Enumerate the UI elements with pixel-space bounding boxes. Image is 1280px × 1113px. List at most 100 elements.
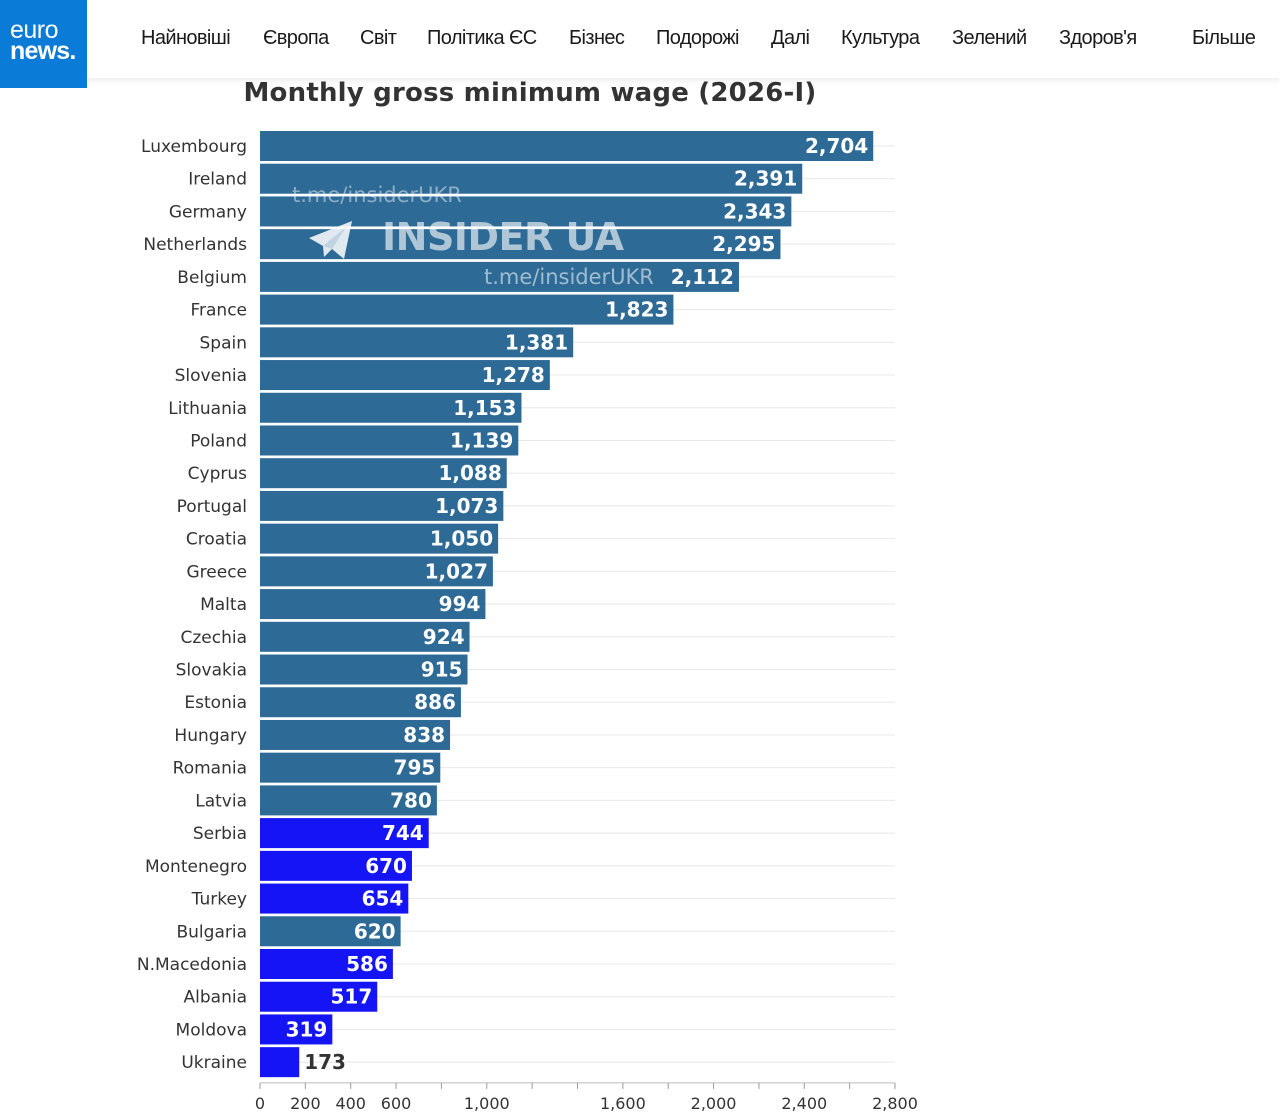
site-header: Найновіші Європа Світ Політика ЄС Бізнес Подо…	[0, 0, 1280, 78]
category-label: Ukraine	[181, 1053, 247, 1073]
bar-serbia	[260, 818, 429, 849]
category-label: Malta	[200, 595, 247, 615]
bar-bulgaria	[260, 916, 401, 947]
data-label: 1,823	[605, 298, 668, 322]
data-label: 915	[421, 658, 463, 682]
bar-slovenia	[260, 360, 550, 391]
data-label: 1,153	[453, 396, 516, 420]
category-label: Latvia	[195, 791, 247, 811]
bar-belgium	[260, 261, 739, 292]
data-label: 173	[304, 1050, 346, 1074]
category-label: Belgium	[177, 268, 247, 288]
category-label: Portugal	[177, 497, 247, 517]
data-label: 1,278	[482, 363, 545, 387]
bar-spain	[260, 327, 574, 358]
nav-item-9[interactable]: Зелений	[952, 27, 1027, 49]
bar-portugal	[260, 490, 504, 521]
category-label: Albania	[184, 988, 247, 1008]
data-label: 838	[403, 723, 445, 747]
bar-france	[260, 294, 674, 325]
category-label: Netherlands	[143, 235, 247, 255]
category-label: Luxembourg	[141, 137, 247, 157]
bar-greece	[260, 556, 493, 587]
category-label: Serbia	[193, 824, 247, 844]
nav-item-2[interactable]: Європа	[263, 27, 329, 49]
watermark-link-top: t.me/insiderUKR	[292, 183, 462, 207]
bar-romania	[260, 752, 441, 783]
chart-title: Monthly gross minimum wage (2026-I)	[243, 78, 817, 108]
bar-ukraine	[260, 1047, 300, 1078]
nav-item-11[interactable]: Більше	[1192, 27, 1256, 49]
category-label: Spain	[200, 333, 248, 353]
data-label: 1,050	[430, 527, 493, 551]
bar-montenegro	[260, 850, 412, 881]
bar-lithuania	[260, 392, 522, 423]
x-tick-label: 2,800	[872, 1094, 918, 1113]
euronews-logo[interactable]: euro news.	[0, 0, 87, 88]
data-label: 795	[394, 756, 436, 780]
data-label: 670	[365, 854, 407, 878]
logo-line1: euro	[10, 16, 59, 44]
bar-moldova	[260, 1014, 333, 1045]
category-label: Hungary	[174, 726, 247, 746]
bar-slovakia	[260, 654, 468, 685]
category-label: Moldova	[176, 1020, 247, 1040]
bar-germany	[260, 196, 792, 227]
category-label: Romania	[173, 759, 247, 779]
category-label: Estonia	[184, 693, 247, 713]
bar-czechia	[260, 621, 470, 652]
bar-albania	[260, 981, 378, 1012]
x-tick-label: 600	[381, 1094, 412, 1113]
bar-ireland	[260, 163, 803, 194]
nav-item-1[interactable]: Найновіші	[141, 27, 231, 49]
category-label: France	[190, 301, 247, 321]
data-label: 586	[346, 952, 388, 976]
category-label: Lithuania	[168, 399, 247, 419]
telegram-icon	[309, 221, 352, 259]
x-tick-label: 200	[290, 1094, 321, 1113]
category-label: Montenegro	[145, 857, 247, 877]
data-label: 2,704	[805, 134, 868, 158]
main-nav: Найновіші Європа Світ Політика ЄС Бізнес Подо…	[0, 0, 1280, 78]
nav-item-10[interactable]: Здоров'я	[1059, 27, 1137, 49]
nav-item-4[interactable]: Політика ЄС	[427, 27, 537, 49]
bar-latvia	[260, 785, 437, 816]
bar-poland	[260, 425, 519, 456]
nav-item-5[interactable]: Бізнес	[569, 27, 625, 49]
category-label: Slovakia	[176, 661, 247, 681]
nav-item-7[interactable]: Далі	[771, 27, 810, 49]
category-label: N.Macedonia	[137, 955, 247, 975]
data-label: 1,027	[425, 559, 488, 583]
watermark-link-bottom: t.me/insiderUKR	[484, 265, 654, 289]
bar-nmacedonia	[260, 949, 393, 979]
data-label: 2,391	[734, 167, 797, 191]
category-label: Turkey	[191, 890, 247, 910]
nav-item-6[interactable]: Подорожі	[656, 27, 740, 49]
bar-hungary	[260, 719, 451, 750]
x-tick-label: 0	[255, 1094, 265, 1113]
nav-item-3[interactable]: Світ	[360, 27, 397, 49]
logo-line2: news.	[10, 37, 76, 65]
x-tick-label: 1,600	[600, 1094, 646, 1113]
category-label: Czechia	[180, 628, 247, 648]
data-label: 620	[354, 919, 396, 943]
data-label: 1,088	[438, 461, 501, 485]
x-tick-label: 2,000	[691, 1094, 737, 1113]
data-label: 2,343	[723, 199, 786, 223]
category-label: Greece	[186, 562, 247, 582]
x-tick-label: 1,000	[464, 1094, 510, 1113]
data-label: 994	[439, 592, 481, 616]
nav-item-8[interactable]: Культура	[841, 27, 920, 49]
data-label: 924	[423, 625, 465, 649]
bar-cyprus	[260, 458, 507, 489]
category-label: Croatia	[186, 530, 247, 550]
bar-croatia	[260, 523, 499, 554]
data-label: 654	[362, 887, 404, 911]
x-tick-label: 400	[335, 1094, 366, 1113]
x-tick-label: 2,400	[781, 1094, 827, 1113]
bar-estonia	[260, 687, 461, 718]
category-label: Ireland	[188, 170, 247, 190]
category-label: Poland	[190, 431, 247, 451]
bar-malta	[260, 589, 486, 620]
